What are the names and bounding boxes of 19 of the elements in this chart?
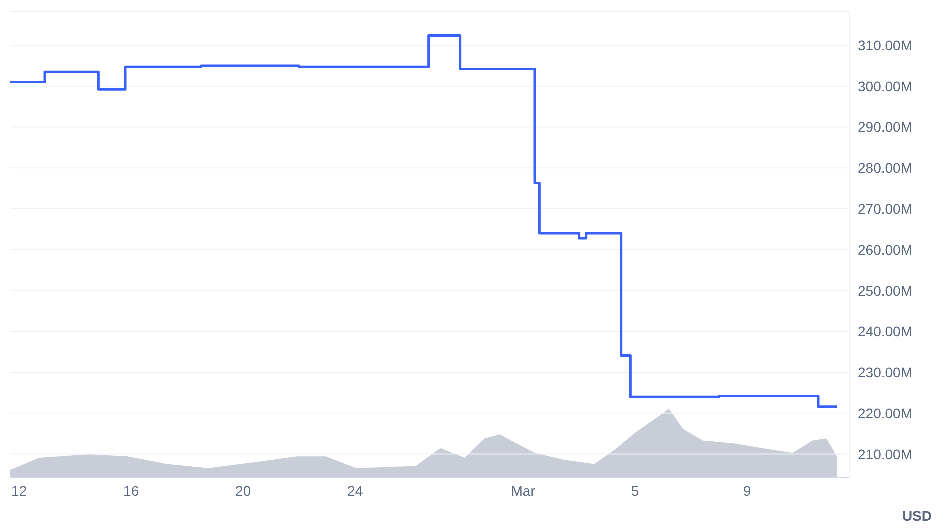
y-tick-label: 210.00M <box>858 446 912 462</box>
x-tick-label: 16 <box>124 482 140 499</box>
y-tick-label: 220.00M <box>858 405 912 422</box>
x-tick-label: Mar <box>511 482 536 499</box>
x-tick-label: 5 <box>631 482 640 499</box>
y-tick-label: 280.00M <box>858 160 912 176</box>
y-tick-label: 230.00M <box>858 364 912 381</box>
y-tick-label: 250.00M <box>858 282 912 299</box>
y-tick-label: 270.00M <box>858 201 912 217</box>
x-tick-label: 12 <box>12 482 28 499</box>
y-tick-label: 300.00M <box>858 78 912 94</box>
x-tick-label: 20 <box>236 482 252 499</box>
y-axis-title: USD <box>902 508 932 524</box>
y-tick-label: 240.00M <box>858 324 912 340</box>
y-tick-label: 260.00M <box>858 242 912 258</box>
y-tick-label: 290.00M <box>858 119 912 136</box>
x-tick-label: 24 <box>348 482 364 499</box>
x-tick-label: 9 <box>743 482 752 499</box>
y-tick-label: 310.00M <box>858 37 912 54</box>
